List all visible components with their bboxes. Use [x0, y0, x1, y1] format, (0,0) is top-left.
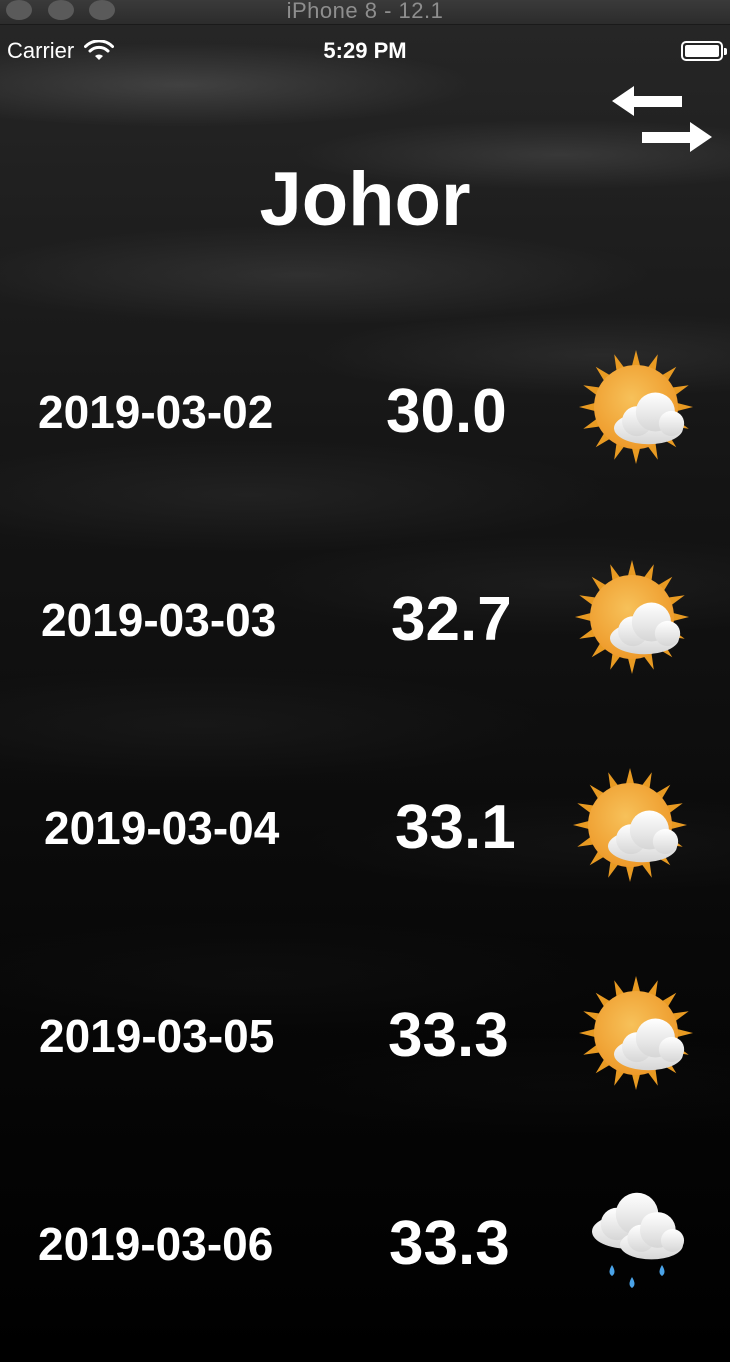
forecast-temperature: 32.7 — [391, 585, 512, 654]
carrier-label: Carrier — [7, 38, 75, 63]
forecast-date: 2019-03-02 — [38, 386, 274, 438]
forecast-date: 2019-03-03 — [41, 594, 277, 646]
status-time: 5:29 PM — [323, 38, 407, 63]
forecast-date: 2019-03-04 — [44, 802, 280, 854]
app-screen: Carrier 5:29 PM Johor 2019-03-02 30.0 201… — [0, 25, 730, 1362]
rain-cloud-icon — [584, 1183, 704, 1303]
window-title: iPhone 8 - 12.1 — [286, 0, 444, 23]
minimize-window-button[interactable] — [48, 0, 74, 20]
forecast-row: 2019-03-04 33.1 — [0, 763, 730, 893]
close-window-button[interactable] — [6, 0, 32, 20]
forecast-temperature: 30.0 — [386, 377, 507, 446]
swap-arrows-icon[interactable] — [610, 85, 714, 157]
forecast-temperature: 33.3 — [389, 1209, 510, 1278]
forecast-date: 2019-03-05 — [39, 1010, 275, 1062]
carrier-group: Carrier — [7, 38, 115, 64]
status-bar: Carrier 5:29 PM — [0, 25, 730, 75]
partly-cloudy-sun-icon — [576, 347, 696, 467]
forecast-temperature: 33.1 — [395, 793, 516, 862]
zoom-window-button[interactable] — [89, 0, 115, 20]
wifi-icon — [84, 40, 115, 60]
forecast-row: 2019-03-03 32.7 — [0, 555, 730, 685]
forecast-row: 2019-03-02 30.0 — [0, 347, 730, 477]
simulator-title-bar: iPhone 8 - 12.1 — [0, 0, 730, 25]
forecast-date: 2019-03-06 — [38, 1218, 274, 1270]
partly-cloudy-sun-icon — [572, 557, 692, 677]
partly-cloudy-sun-icon — [570, 765, 690, 885]
partly-cloudy-sun-icon — [576, 973, 696, 1093]
forecast-row: 2019-03-06 33.3 — [0, 1179, 730, 1309]
city-title: Johor — [259, 157, 471, 242]
forecast-row: 2019-03-05 33.3 — [0, 971, 730, 1101]
battery-icon — [681, 41, 727, 61]
forecast-temperature: 33.3 — [388, 1001, 509, 1070]
